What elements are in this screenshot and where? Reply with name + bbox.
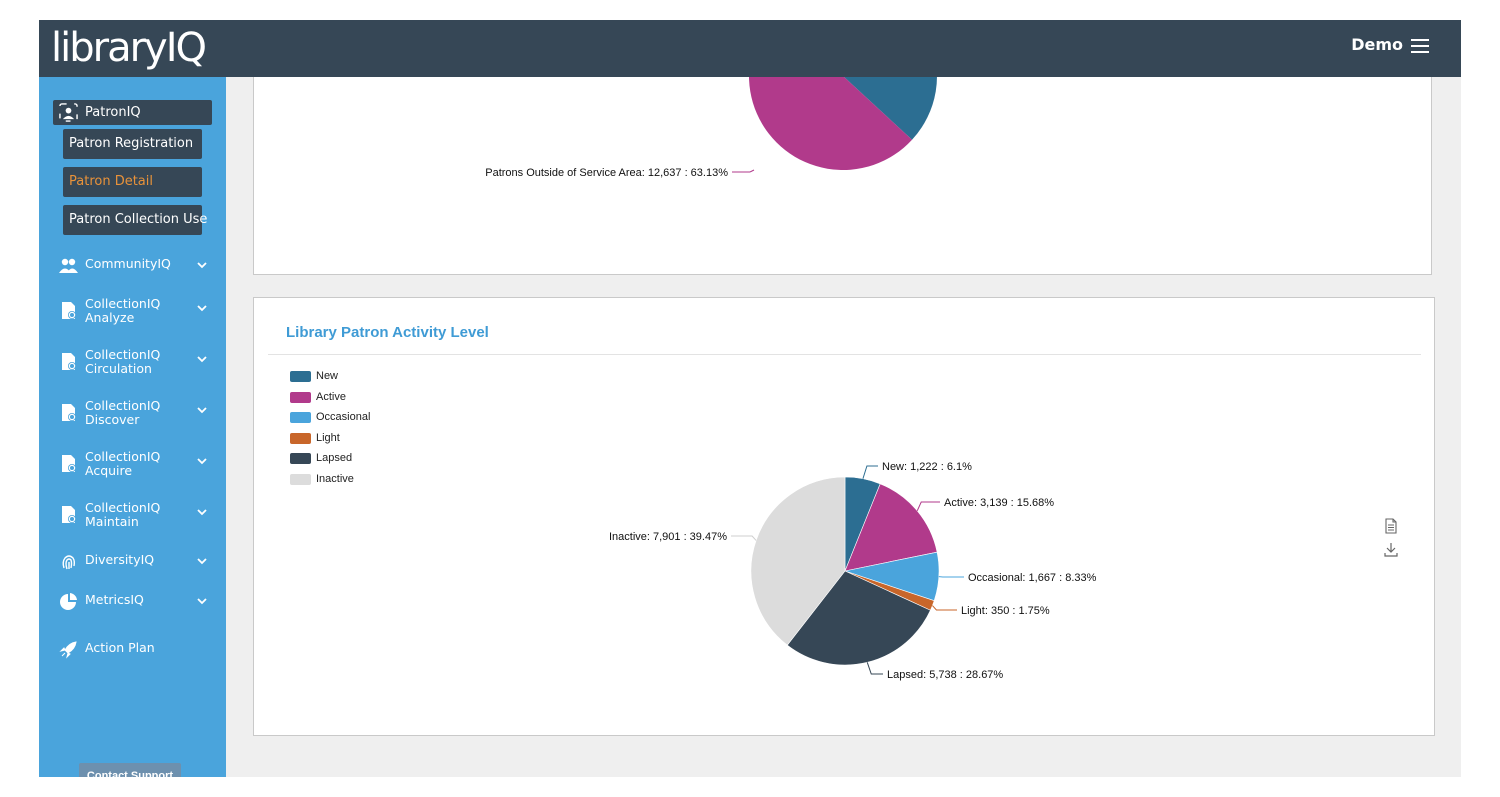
chevron-down-icon[interactable] [195,454,209,468]
app-window: libraryIQ Demo PatronIQ Patron Registrat… [39,20,1461,777]
data-label: Patrons Outside of Service Area: 12,637 … [485,167,728,179]
legend-swatch [290,453,311,464]
pie-slice[interactable] [786,570,931,666]
sidebar-item-label: CollectionIQ Acquire [85,449,161,478]
user-label[interactable]: Demo [1351,35,1403,54]
leader-line [932,605,957,611]
chevron-down-icon[interactable] [195,594,209,608]
pie-slice[interactable] [844,483,938,572]
activity-level-card: Library Patron Activity Level New Active O… [253,297,1435,736]
divider [268,354,1421,355]
logo[interactable]: libraryIQ [51,25,207,71]
sidebar: PatronIQ Patron Registration Patron Deta… [39,77,226,777]
circulation-doc-icon [62,353,76,370]
data-label: Occasional: 1,667 : 8.33% [968,572,1097,584]
legend-swatch [290,412,311,423]
leader-line [731,535,757,541]
leader-line [749,169,755,173]
chevron-down-icon[interactable] [195,403,209,417]
data-label: New: 1,222 : 6.1% [882,461,972,473]
fingerprint-icon [62,555,76,570]
maintain-doc-icon [62,506,76,523]
leader-line [862,465,878,479]
people-icon [59,258,78,273]
sidebar-item-label: CollectionIQ Circulation [85,347,161,376]
sidebar-item-label: DiversityIQ [85,552,155,567]
sidebar-section-label: PatronIQ [85,105,141,120]
data-label: Active: 3,139 : 15.68% [944,497,1054,509]
chevron-down-icon[interactable] [195,301,209,315]
legend-swatch [290,371,311,382]
legend-label: Active [316,390,346,403]
sidebar-item-label: Action Plan [85,640,155,655]
legend-label: New [316,370,339,382]
sidebar-item-label: CollectionIQ Discover [85,398,161,427]
pie-slice[interactable] [750,476,846,646]
top-bar: libraryIQ Demo [39,20,1461,77]
pie-chart-icon [60,593,77,610]
legend-label: Lapsed [316,452,353,464]
sidebar-subitem-patron-detail[interactable]: Patron Detail [63,167,202,197]
legend-swatch [290,473,311,485]
chevron-down-icon[interactable] [195,352,209,366]
chevron-down-icon[interactable] [195,505,209,519]
sidebar-item-label: CollectionIQ Maintain [85,500,161,529]
acquire-doc-icon [62,455,76,472]
rocket-icon [59,641,77,659]
patron-id-icon [59,103,78,122]
sidebar-item-label: CommunityIQ [85,256,171,271]
sidebar-subitem-patron-collection-use[interactable]: Patron Collection Use [63,205,207,235]
contact-support-button[interactable]: Contact Support [79,763,181,777]
activity-level-pie-chart: New: 1,222 : 6.1% Active: 3,139 : 15.68% O… [609,461,1097,681]
hamburger-menu-icon[interactable] [1411,39,1429,53]
chevron-down-icon[interactable] [195,258,209,272]
legend-label: Inactive [316,472,354,485]
sidebar-item-patroniq[interactable]: PatronIQ [53,100,212,125]
legend-label: Light [316,431,340,444]
legend-swatch [290,391,311,403]
sidebar-item-label: CollectionIQ Analyze [85,296,161,325]
leader-line [916,501,940,512]
sidebar-subitem-patron-registration[interactable]: Patron Registration [63,129,202,159]
download-icon[interactable] [1384,542,1398,558]
leader-line [866,662,883,675]
discover-doc-icon [62,404,76,421]
card-title: Library Patron Activity Level [286,324,489,341]
data-label: Light: 350 : 1.75% [961,605,1050,617]
legend-label: Occasional [316,411,371,423]
data-label: Inactive: 7,901 : 39.47% [609,531,727,543]
legend-swatch [290,432,311,444]
chevron-down-icon[interactable] [195,554,209,568]
data-label: Lapsed: 5,738 : 28.67% [887,669,1003,681]
analyze-doc-icon [62,302,76,319]
sidebar-item-label: MetricsIQ [85,592,144,607]
document-icon[interactable] [1384,518,1398,534]
